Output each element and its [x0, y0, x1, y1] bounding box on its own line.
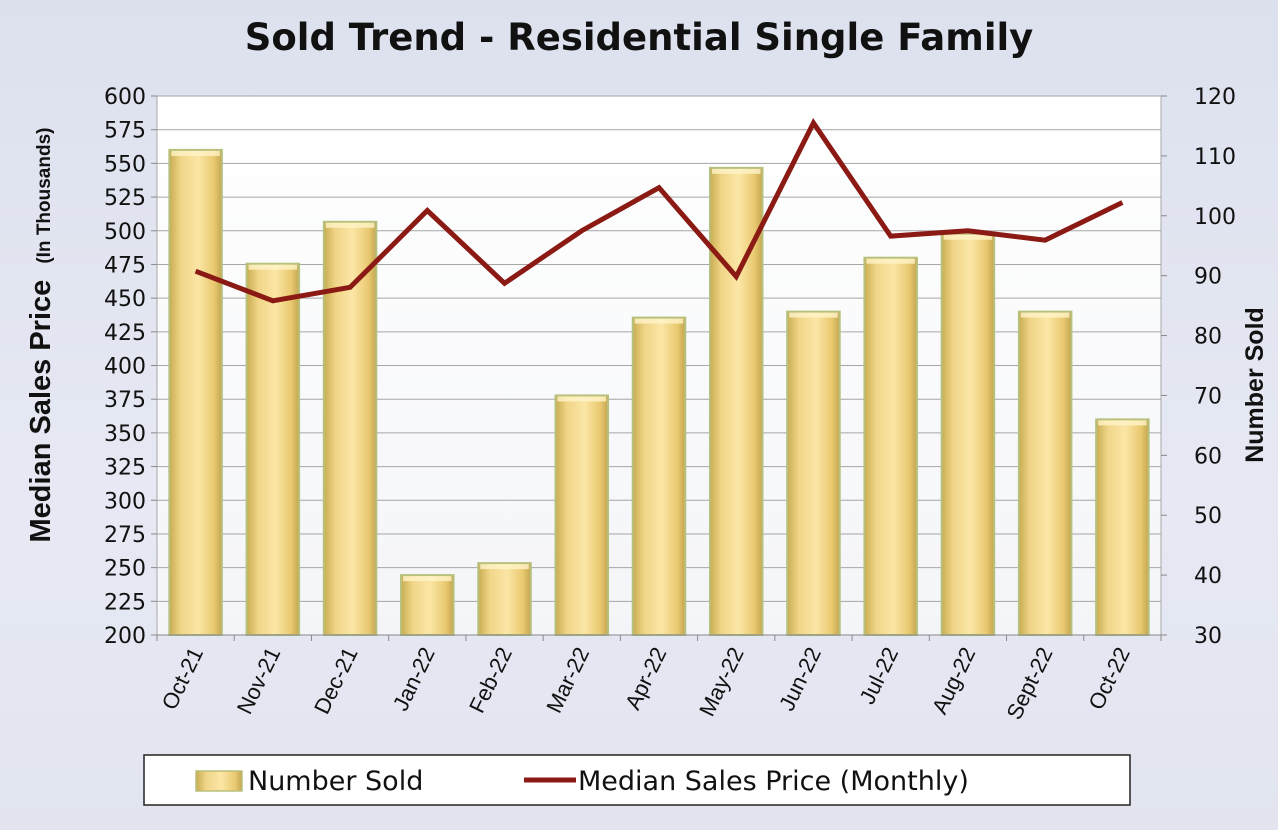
- legend-box: [143, 754, 1131, 806]
- bar-body: [1095, 418, 1150, 636]
- y-right-tick-label-70: 70: [1194, 384, 1222, 409]
- bar-series: [168, 148, 1150, 637]
- y-left-tick-label-500: 500: [104, 220, 146, 245]
- y-right-tick-label-40: 40: [1194, 564, 1222, 589]
- bar-Jun-22: [786, 310, 841, 636]
- bar-body: [400, 574, 455, 636]
- bar-body: [631, 316, 687, 636]
- y-left-tick-label-475: 475: [104, 253, 146, 278]
- bar-top-highlight: [480, 564, 529, 570]
- bar-top-highlight: [711, 168, 761, 174]
- bar-body: [168, 148, 223, 636]
- legend: Number Sold Median Sales Price (Monthly): [143, 754, 1131, 806]
- y-left-tick-label-325: 325: [104, 456, 146, 481]
- x-tick-label-Oct-22: Oct-22: [1083, 643, 1134, 713]
- y-left-tick-label-350: 350: [104, 422, 146, 447]
- bar-Oct-22: [1095, 418, 1150, 636]
- x-tick-label-Mar-22: Mar-22: [541, 643, 594, 717]
- bar-Dec-21: [322, 220, 378, 636]
- x-tick-label-Jul-22: Jul-22: [854, 643, 903, 708]
- bar-top-highlight: [1020, 312, 1070, 318]
- bar-body: [322, 220, 378, 636]
- bar-Apr-22: [631, 316, 687, 636]
- y-right-tick-label-110: 110: [1194, 145, 1236, 170]
- bar-body: [1017, 310, 1073, 636]
- y-left-tick-label-225: 225: [104, 590, 146, 615]
- y-right-tick-label-90: 90: [1194, 265, 1222, 290]
- legend-label-median-price: Median Sales Price (Monthly): [578, 766, 969, 797]
- y-axis-left-title: Median Sales Price (In Thousands): [25, 128, 57, 543]
- bar-body: [863, 256, 918, 636]
- y-axis-left-title-sub: (In Thousands): [34, 128, 55, 264]
- y-left-tick-label-200: 200: [104, 624, 146, 649]
- legend-label-number-sold: Number Sold: [248, 766, 423, 797]
- y-left-tick-label-525: 525: [104, 186, 146, 211]
- bar-body: [245, 262, 301, 636]
- bar-Oct-21: [168, 148, 223, 636]
- y-axis-right-title: Number Sold: [1241, 307, 1269, 463]
- bar-Nov-21: [245, 262, 301, 636]
- y-axis-left-title-main: Median Sales Price: [25, 280, 57, 543]
- x-axis: Oct-21 Nov-21 Dec-21 Jan-22 Feb-22 Mar-22 Apr-…: [156, 634, 1162, 723]
- y-left-tick-label-450: 450: [104, 287, 146, 312]
- bar-top-highlight: [634, 318, 684, 324]
- y-left-tick-label-575: 575: [104, 119, 146, 144]
- bar-top-highlight: [866, 258, 915, 264]
- bar-top-highlight: [557, 396, 607, 402]
- y-left-tick-label-275: 275: [104, 523, 146, 548]
- x-tick-label-May-22: May-22: [694, 643, 749, 720]
- y-left-tick-label-375: 375: [104, 388, 146, 413]
- bar-Aug-22: [940, 232, 996, 636]
- y-right-tick-label-100: 100: [1194, 205, 1236, 230]
- y-axis-left: 200 225 250 275 300 325 350 375 400 425 450 475 500 5…: [104, 85, 157, 649]
- y-right-tick-label-30: 30: [1194, 624, 1222, 649]
- bar-top-highlight: [943, 234, 993, 240]
- y-axis-right: 30 40 50 60 70 80 90 100 110 120: [1161, 85, 1236, 649]
- bar-top-highlight: [1098, 420, 1147, 426]
- y-right-tick-label-60: 60: [1194, 444, 1222, 469]
- bar-body: [786, 310, 841, 636]
- x-tick-label-Oct-21: Oct-21: [157, 643, 208, 713]
- y-right-tick-label-50: 50: [1194, 504, 1222, 529]
- x-tick-label-Jun-22: Jun-22: [774, 643, 826, 714]
- chart-title: Sold Trend - Residential Single Family: [245, 16, 1034, 59]
- x-tick-label-Jan-22: Jan-22: [388, 643, 440, 714]
- x-tick-label-Nov-21: Nov-21: [232, 643, 286, 718]
- bar-top-highlight: [403, 576, 452, 582]
- x-tick-label-Sept-22: Sept-22: [1001, 643, 1057, 723]
- bar-top-highlight: [171, 150, 220, 156]
- bar-Jan-22: [400, 574, 455, 636]
- bar-body: [940, 232, 996, 636]
- bar-top-highlight: [325, 222, 375, 228]
- bar-Sept-22: [1017, 310, 1073, 636]
- y-left-tick-label-250: 250: [104, 557, 146, 582]
- bar-Jul-22: [863, 256, 918, 636]
- line-series: [194, 118, 1124, 304]
- y-left-tick-label-425: 425: [104, 321, 146, 346]
- y-right-tick-label-80: 80: [1194, 325, 1222, 350]
- y-right-tick-label-120: 120: [1194, 85, 1236, 110]
- y-left-tick-label-600: 600: [104, 85, 146, 110]
- x-tick-label-Feb-22: Feb-22: [464, 643, 517, 717]
- bar-body: [554, 394, 610, 637]
- x-tick-label-Aug-22: Aug-22: [927, 643, 981, 718]
- bar-Feb-22: [477, 562, 532, 637]
- y-left-tick-label-400: 400: [104, 355, 146, 380]
- bar-top-highlight: [248, 264, 298, 270]
- x-tick-label-Dec-21: Dec-21: [309, 643, 363, 718]
- bar-Mar-22: [554, 394, 610, 637]
- x-tick-label-Apr-22: Apr-22: [620, 643, 671, 713]
- bar-top-highlight: [789, 312, 838, 318]
- y-left-tick-label-550: 550: [104, 152, 146, 177]
- legend-swatch-number-sold: [195, 770, 243, 792]
- y-left-tick-label-300: 300: [104, 489, 146, 514]
- bar-body: [477, 562, 532, 637]
